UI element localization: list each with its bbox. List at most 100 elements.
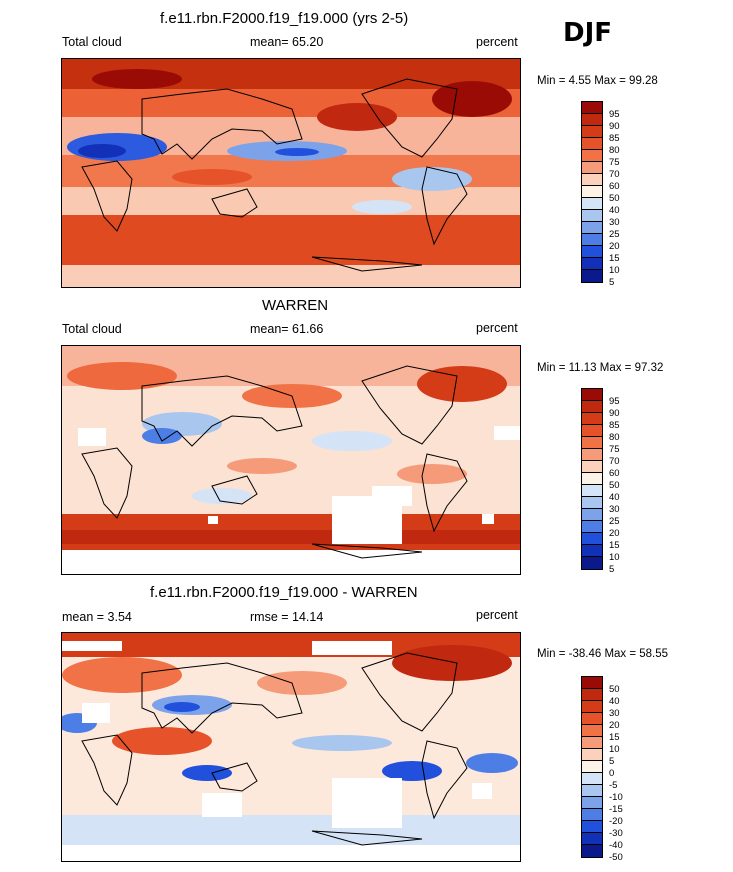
panel-2-minmax: Min = 11.13 Max = 97.32 <box>537 362 664 374</box>
colorbar-3-swatch <box>582 809 602 821</box>
colorbar-2-tick: 5 <box>609 564 615 575</box>
panel-1-title: f.e11.rbn.F2000.f19_f19.000 (yrs 2-5) <box>160 10 409 27</box>
colorbar-1-tick: 95 <box>609 109 620 120</box>
colorbar-1-swatch <box>582 186 602 198</box>
colorbar-3-swatch <box>582 677 602 689</box>
panel-1-minmax: Min = 4.55 Max = 99.28 <box>537 75 658 87</box>
colorbar-2-swatch <box>582 485 602 497</box>
colorbar-1-swatch <box>582 162 602 174</box>
colorbar-2-swatch <box>582 437 602 449</box>
colorbar-1-swatch <box>582 198 602 210</box>
colorbar-2-swatch <box>582 473 602 485</box>
colorbar-3-tick: 15 <box>609 732 620 743</box>
colorbar-3-swatch <box>582 761 602 773</box>
colorbar-3-tick: 50 <box>609 684 620 695</box>
colorbar-3-tick: -10 <box>609 792 623 803</box>
panel-1-map <box>61 58 521 288</box>
colorbar-2-tick: 50 <box>609 480 620 491</box>
colorbar-2-swatch <box>582 557 602 569</box>
colorbar-3-tick: -15 <box>609 804 623 815</box>
colorbar-3-tick: -40 <box>609 840 623 851</box>
colorbar-2-tick: 95 <box>609 396 620 407</box>
colorbar-3-tick: 40 <box>609 696 620 707</box>
colorbar-2-tick: 90 <box>609 408 620 419</box>
colorbar-2-tick: 40 <box>609 492 620 503</box>
panel-1-center-label: mean= 65.20 <box>250 35 324 49</box>
colorbar-3-tick: 30 <box>609 708 620 719</box>
colorbar-1-swatch <box>582 246 602 258</box>
panel-3-left-label: mean = 3.54 <box>62 610 132 624</box>
colorbar-1-swatch <box>582 150 602 162</box>
colorbar-3-tick: -5 <box>609 780 618 791</box>
panel-3-units-label: percent <box>476 608 518 622</box>
colorbar-1-swatch <box>582 222 602 234</box>
panel-2-center-label: mean= 61.66 <box>250 322 324 336</box>
colorbar-1-tick: 10 <box>609 265 620 276</box>
colorbar-2-tick: 10 <box>609 552 620 563</box>
colorbar-1-tick: 20 <box>609 241 620 252</box>
colorbar-2-tick: 75 <box>609 444 620 455</box>
colorbar-3-swatch <box>582 737 602 749</box>
colorbar-2-swatch <box>582 533 602 545</box>
colorbar-3-tick: 0 <box>609 768 615 779</box>
panel-2-map <box>61 345 521 575</box>
colorbar-1-tick: 60 <box>609 181 620 192</box>
colorbar-1-tick: 80 <box>609 145 620 156</box>
panel-1-left-label: Total cloud <box>62 35 122 49</box>
colorbar-3-swatch <box>582 725 602 737</box>
colorbar-3-swatch <box>582 773 602 785</box>
colorbar-2-swatch <box>582 509 602 521</box>
colorbar-1-tick: 50 <box>609 193 620 204</box>
colorbar-2-swatch <box>582 461 602 473</box>
colorbar-1-swatch <box>582 210 602 222</box>
colorbar-3-tick: -50 <box>609 852 623 863</box>
colorbar-3-swatch <box>582 845 602 857</box>
panel-2-units-label: percent <box>476 321 518 335</box>
panel-1-units-label: percent <box>476 35 518 49</box>
colorbar-3-tick: -20 <box>609 816 623 827</box>
colorbar-1-tick: 15 <box>609 253 620 264</box>
panel-2-left-label: Total cloud <box>62 322 122 336</box>
colorbar-2-tick: 25 <box>609 516 620 527</box>
colorbar-2-swatch <box>582 425 602 437</box>
panel-2-title: WARREN <box>262 297 329 314</box>
colorbar-3-swatch <box>582 797 602 809</box>
colorbar-1-tick: 85 <box>609 133 620 144</box>
colorbar-1-tick: 5 <box>609 277 615 288</box>
colorbar-3-swatch <box>582 785 602 797</box>
colorbar-1-swatch <box>582 126 602 138</box>
colorbar-1-tick: 90 <box>609 121 620 132</box>
colorbar-1-tick: 40 <box>609 205 620 216</box>
panel-3-title: f.e11.rbn.F2000.f19_f19.000 - WARREN <box>150 584 418 601</box>
colorbar-2-tick: 20 <box>609 528 620 539</box>
panel-3-minmax: Min = -38.46 Max = 58.55 <box>537 648 669 660</box>
colorbar-3-tick: 20 <box>609 720 620 731</box>
colorbar-3-tick: 10 <box>609 744 620 755</box>
colorbar-1-tick: 25 <box>609 229 620 240</box>
colorbar-2-tick: 85 <box>609 420 620 431</box>
colorbar-2-tick: 15 <box>609 540 620 551</box>
panel-3-center-label: rmse = 14.14 <box>250 610 324 624</box>
colorbar-1-swatch <box>582 102 602 114</box>
colorbar-3-tick: 5 <box>609 756 615 767</box>
colorbar-1-tick: 30 <box>609 217 620 228</box>
colorbar-1-tick: 75 <box>609 157 620 168</box>
colorbar-2-tick: 30 <box>609 504 620 515</box>
colorbar-2-swatch <box>582 521 602 533</box>
colorbar-3-tick: -30 <box>609 828 623 839</box>
panel-3-colorbar <box>581 676 603 858</box>
colorbar-3-swatch <box>582 821 602 833</box>
colorbar-3-swatch <box>582 701 602 713</box>
colorbar-1-swatch <box>582 234 602 246</box>
colorbar-1-tick: 70 <box>609 169 620 180</box>
colorbar-1-swatch <box>582 138 602 150</box>
panel-1-colorbar <box>581 101 603 283</box>
colorbar-2-swatch <box>582 545 602 557</box>
colorbar-2-swatch <box>582 449 602 461</box>
colorbar-2-swatch <box>582 401 602 413</box>
colorbar-1-swatch <box>582 114 602 126</box>
colorbar-1-swatch <box>582 174 602 186</box>
colorbar-2-tick: 70 <box>609 456 620 467</box>
colorbar-3-swatch <box>582 749 602 761</box>
panel-2-colorbar <box>581 388 603 570</box>
